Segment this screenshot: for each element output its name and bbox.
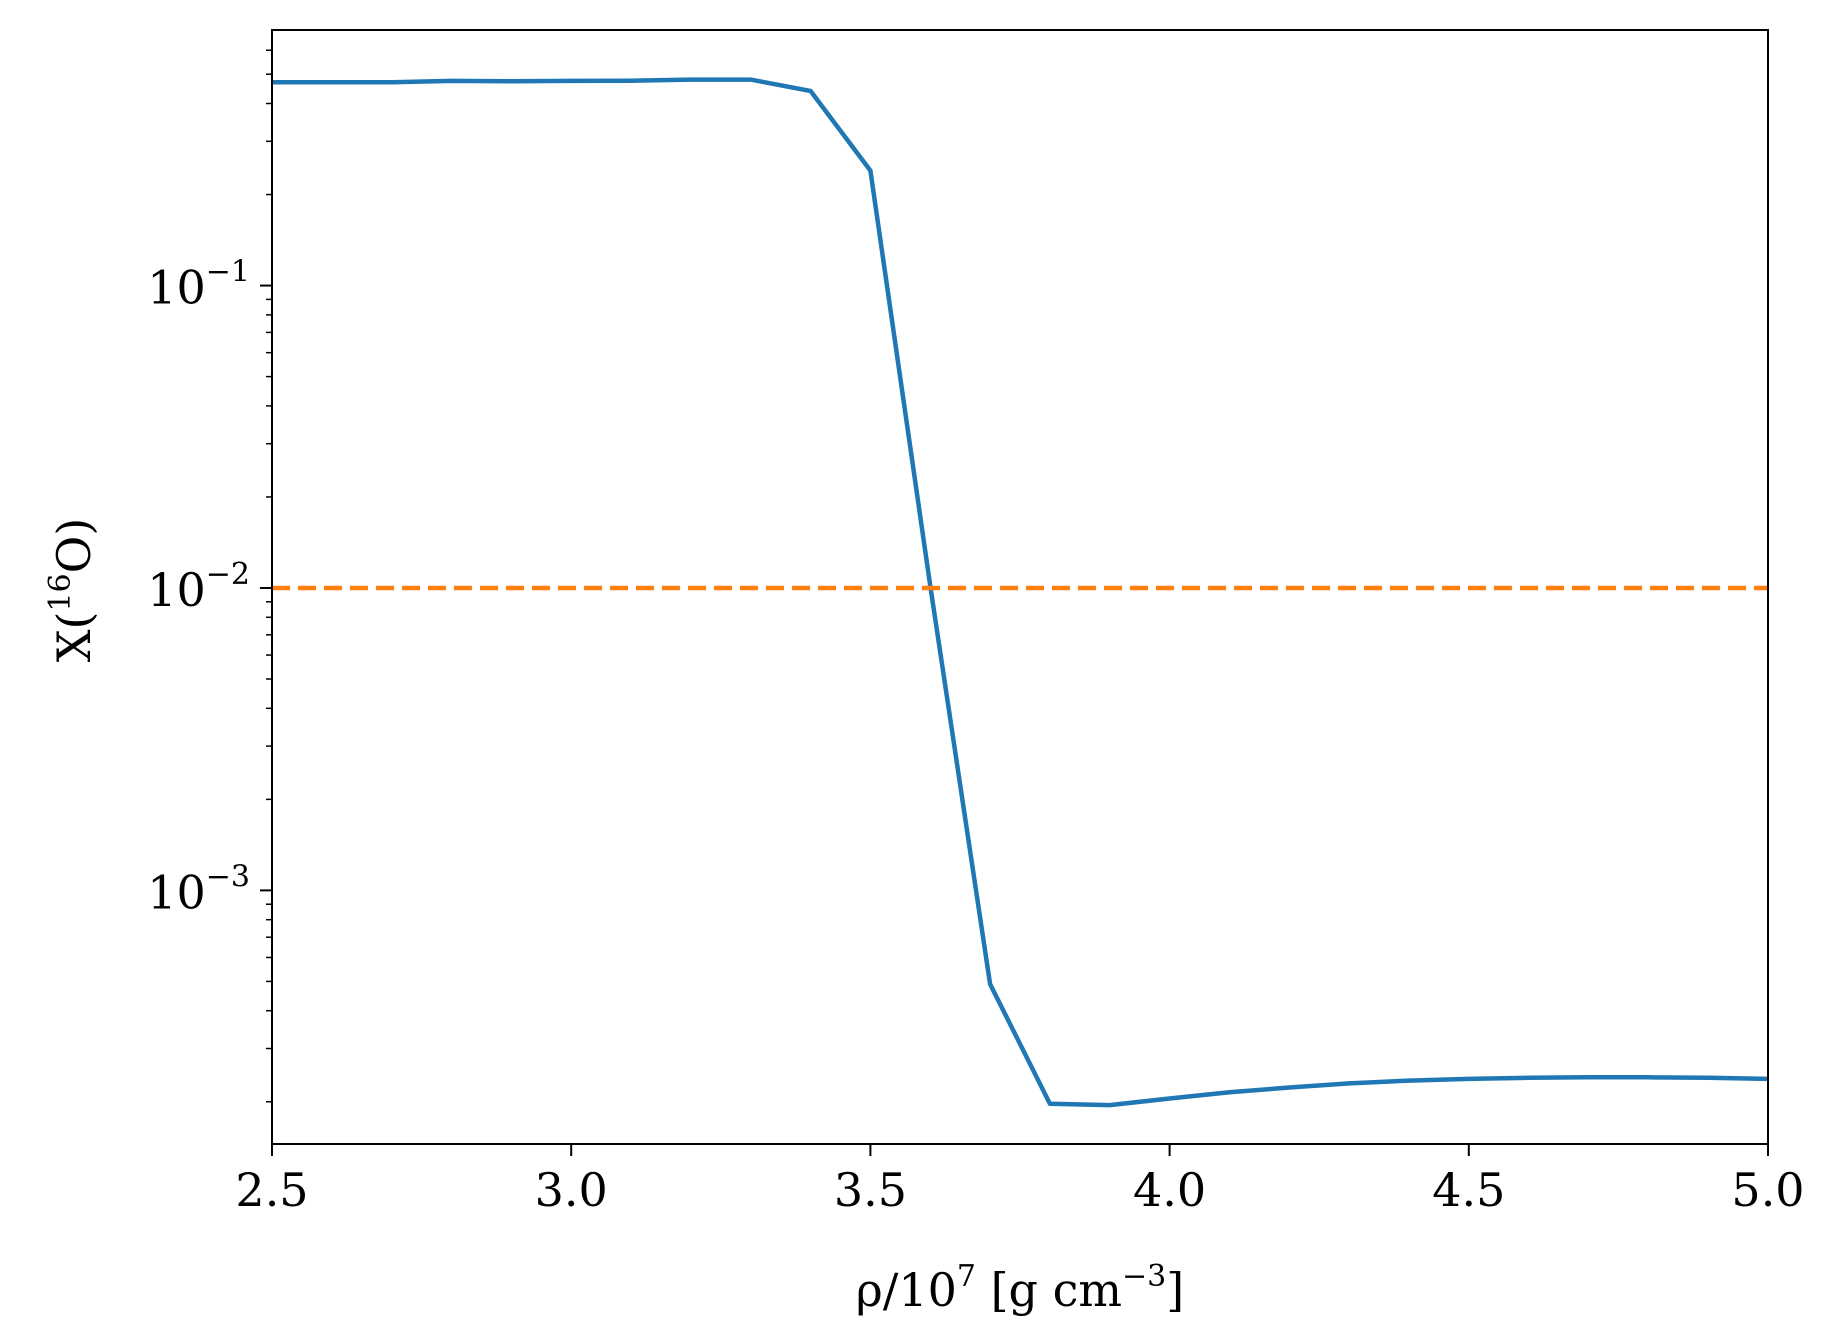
x-axis-label: ρ/107 [g cm−3]	[856, 1259, 1184, 1317]
x-tick-label: 5.0	[1731, 1163, 1804, 1217]
x-tick-label: 4.5	[1432, 1163, 1505, 1217]
x-tick-label: 2.5	[235, 1163, 308, 1217]
tick-layer: 2.5 3.0 3.5 4.0 4.5 5.0 10−1 10−2 10−3	[147, 49, 1805, 1217]
x-tick-label: 3.0	[535, 1163, 608, 1217]
series-layer	[272, 77, 1769, 1108]
x-tick-label: 3.5	[834, 1163, 907, 1217]
y-tick-label: 10−3	[147, 859, 250, 919]
y-axis-label: X(16O)	[43, 518, 101, 663]
x-tick-label: 4.0	[1133, 1163, 1206, 1217]
y-tick-label: 10−2	[147, 557, 250, 617]
series-line-1	[272, 77, 1769, 1108]
plot-frame	[271, 29, 1769, 1145]
y-tick-label: 10−1	[147, 255, 250, 315]
